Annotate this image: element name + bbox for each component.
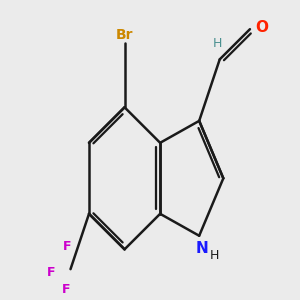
Text: Br: Br xyxy=(116,28,133,42)
Text: H: H xyxy=(213,37,222,50)
Text: F: F xyxy=(62,283,70,296)
Text: O: O xyxy=(255,20,268,35)
Text: F: F xyxy=(47,266,56,279)
Text: F: F xyxy=(63,240,72,253)
Text: H: H xyxy=(210,249,220,262)
Text: N: N xyxy=(196,241,208,256)
